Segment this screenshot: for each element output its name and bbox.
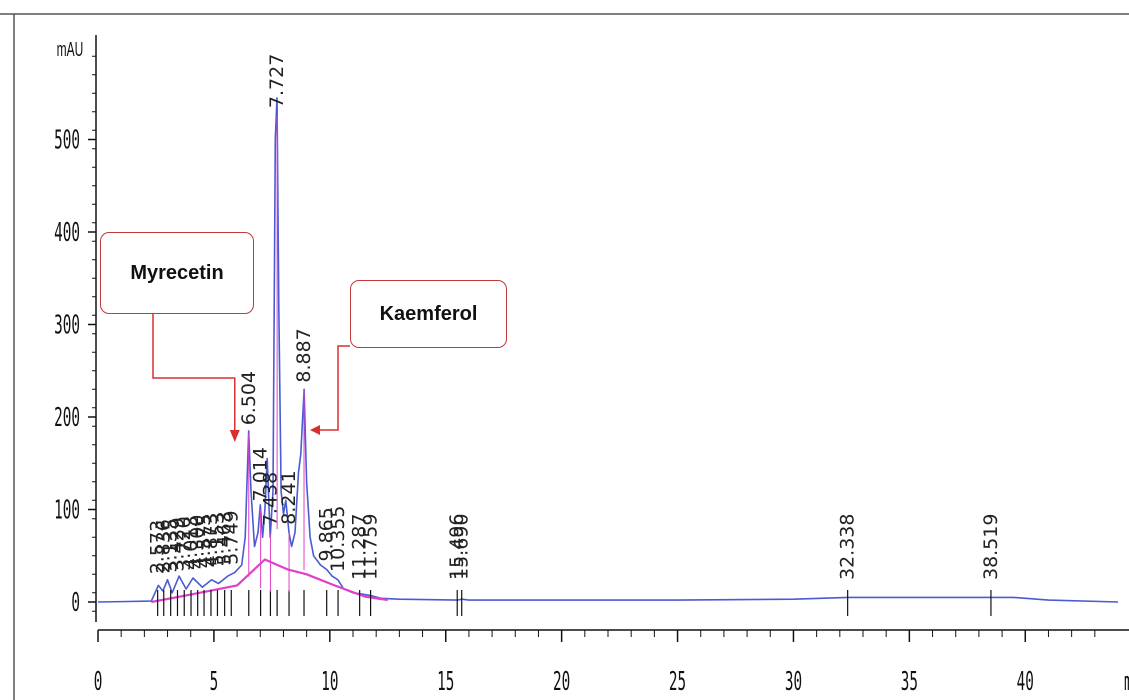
peak-label: 32.338 <box>837 514 859 580</box>
x-tick-label: 40 <box>1017 666 1034 696</box>
peak-label: 4.575 <box>193 514 215 568</box>
peak-markers: 2.5732.8363.1353.4293.7204.0134.3004.575… <box>147 54 1002 616</box>
peak-label: 9.865 <box>316 507 338 561</box>
peak-label: 15.690 <box>451 514 473 580</box>
baseline-trace <box>151 558 388 604</box>
myrecetin-connector <box>152 312 236 432</box>
y-tick-label: 200 <box>54 402 80 432</box>
peak-label: 5.463 <box>214 511 236 565</box>
peak-label: 7.438 <box>259 472 281 526</box>
peak-label: 8.887 <box>293 328 315 382</box>
peak-label: 3.429 <box>166 517 188 571</box>
peak-label: 11.287 <box>349 514 371 580</box>
peak-label: 10.355 <box>327 506 349 572</box>
kaemferol-callout: Kaemferol <box>350 280 507 348</box>
peak-label: 3.135 <box>160 518 182 572</box>
callout-lines <box>152 312 350 442</box>
y-tick-label: 400 <box>54 217 80 247</box>
x-tick-label: 35 <box>901 666 918 696</box>
peak-label: 5.153 <box>206 512 228 566</box>
peak-label: 2.573 <box>147 520 169 574</box>
peak-label: 7.014 <box>250 447 272 501</box>
peak-label: 11.759 <box>360 514 382 580</box>
x-axis-label: mi <box>1124 666 1129 696</box>
peak-label: 4.300 <box>187 515 209 569</box>
kaemferol-arrowhead <box>310 425 321 435</box>
x-tick-label: 25 <box>669 666 686 696</box>
peak-label: 15.496 <box>446 514 468 580</box>
axes: 0 100 200 300 400 500 mAU 0 5 10 15 20 25 30 35 40 mi <box>54 35 1129 696</box>
peak-label: 7.727 <box>266 54 288 108</box>
myrecetin-callout: Myrecetin <box>100 232 254 314</box>
kaemferol-connector <box>320 345 350 431</box>
peak-label: 5.749 <box>220 510 242 564</box>
y-tick-label: 500 <box>54 125 80 155</box>
peak-label: 4.873 <box>200 513 222 567</box>
peak-label: 6.504 <box>238 371 260 425</box>
peak-label: 8.241 <box>278 470 300 524</box>
x-tick-label: 20 <box>553 666 570 696</box>
signal-trace <box>97 97 1119 603</box>
x-tick-label: 30 <box>785 666 802 696</box>
y-axis-label: mAU <box>57 39 84 61</box>
y-tick-label: 0 <box>71 587 80 617</box>
peak-label: 38.519 <box>980 514 1002 580</box>
y-tick-label: 300 <box>54 310 80 340</box>
myrecetin-arrowhead <box>229 430 240 442</box>
y-tick-label: 100 <box>54 495 80 525</box>
x-tick-label: 15 <box>437 666 454 696</box>
curves <box>97 97 1119 604</box>
peak-label: 3.720 <box>173 516 195 570</box>
x-tick-label: 0 <box>94 666 103 696</box>
peak-label: 2.836 <box>153 519 175 573</box>
x-tick-label: 5 <box>210 666 219 696</box>
peak-label: 4.013 <box>180 516 202 570</box>
x-tick-label: 10 <box>321 666 338 696</box>
